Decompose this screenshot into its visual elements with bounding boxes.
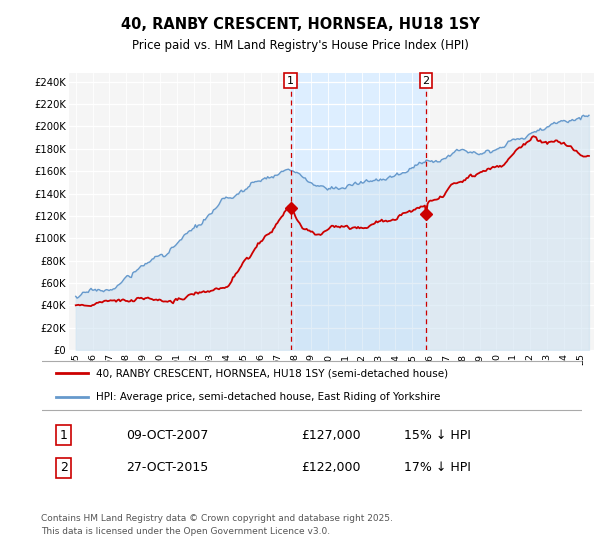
Text: 27-OCT-2015: 27-OCT-2015 xyxy=(126,461,208,474)
Text: 40, RANBY CRESCENT, HORNSEA, HU18 1SY: 40, RANBY CRESCENT, HORNSEA, HU18 1SY xyxy=(121,17,479,32)
Text: £127,000: £127,000 xyxy=(301,429,361,442)
Text: Contains HM Land Registry data © Crown copyright and database right 2025.
This d: Contains HM Land Registry data © Crown c… xyxy=(41,514,393,536)
Text: 1: 1 xyxy=(287,76,294,86)
Text: £122,000: £122,000 xyxy=(301,461,361,474)
Text: 1: 1 xyxy=(59,429,68,442)
FancyBboxPatch shape xyxy=(40,361,584,410)
Text: Price paid vs. HM Land Registry's House Price Index (HPI): Price paid vs. HM Land Registry's House … xyxy=(131,39,469,53)
Text: 17% ↓ HPI: 17% ↓ HPI xyxy=(404,461,470,474)
Text: 09-OCT-2007: 09-OCT-2007 xyxy=(126,429,208,442)
Text: 15% ↓ HPI: 15% ↓ HPI xyxy=(404,429,470,442)
Bar xyxy=(290,73,426,350)
Text: HPI: Average price, semi-detached house, East Riding of Yorkshire: HPI: Average price, semi-detached house,… xyxy=(96,391,440,402)
Text: 2: 2 xyxy=(59,461,68,474)
Text: 2: 2 xyxy=(422,76,430,86)
Text: 40, RANBY CRESCENT, HORNSEA, HU18 1SY (semi-detached house): 40, RANBY CRESCENT, HORNSEA, HU18 1SY (s… xyxy=(96,368,448,379)
